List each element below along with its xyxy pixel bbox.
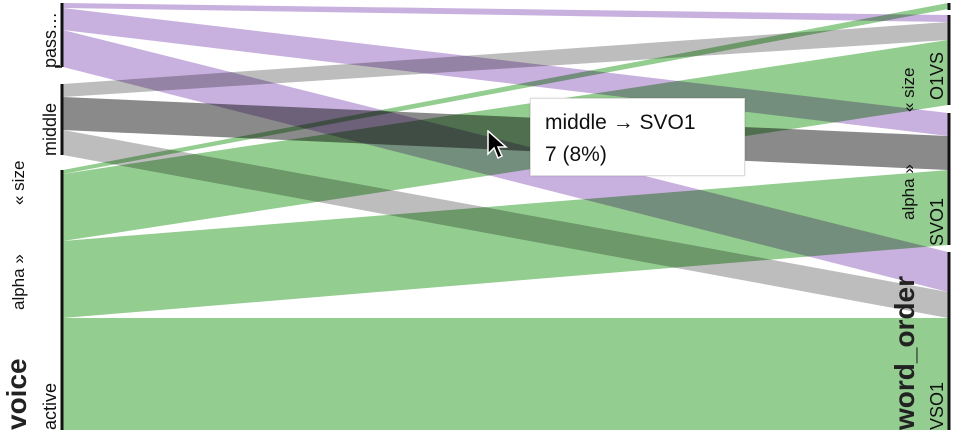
tooltip-count: 7 (8%)	[545, 143, 607, 166]
category-label-svo1[interactable]: SVO1	[927, 198, 947, 246]
flow-bands	[63, 3, 948, 430]
flow-band[interactable]	[63, 318, 948, 430]
category-label-active[interactable]: active	[40, 383, 60, 430]
sort-alpha-link-right[interactable]: alpha »	[899, 164, 918, 220]
tooltip-flow-label: middle → SVO1	[545, 111, 696, 134]
hover-tooltip: middle → SVO1 7 (8%)	[530, 98, 745, 176]
category-label-pass[interactable]: pass…	[40, 12, 60, 68]
flow-band[interactable]	[63, 3, 948, 174]
sort-size-link-right[interactable]: « size	[899, 68, 918, 112]
sort-size-link-left[interactable]: « size	[9, 161, 28, 205]
category-label-vso1[interactable]: VSO1	[927, 382, 947, 430]
dimension-title-voice[interactable]: voice	[1, 358, 32, 430]
category-label-o1vs[interactable]: O1VS	[927, 52, 947, 100]
flow-band[interactable]	[63, 3, 948, 22]
left-axis	[55, 3, 64, 430]
sort-alpha-link-left[interactable]: alpha »	[9, 254, 28, 310]
mouse-cursor-icon	[487, 130, 508, 160]
dimension-title-word-order[interactable]: word_order	[889, 276, 920, 430]
flow-band[interactable]	[63, 170, 948, 318]
flow-band[interactable]	[63, 22, 948, 97]
flow-band[interactable]	[63, 40, 948, 241]
category-label-middle[interactable]: middle	[40, 103, 60, 156]
